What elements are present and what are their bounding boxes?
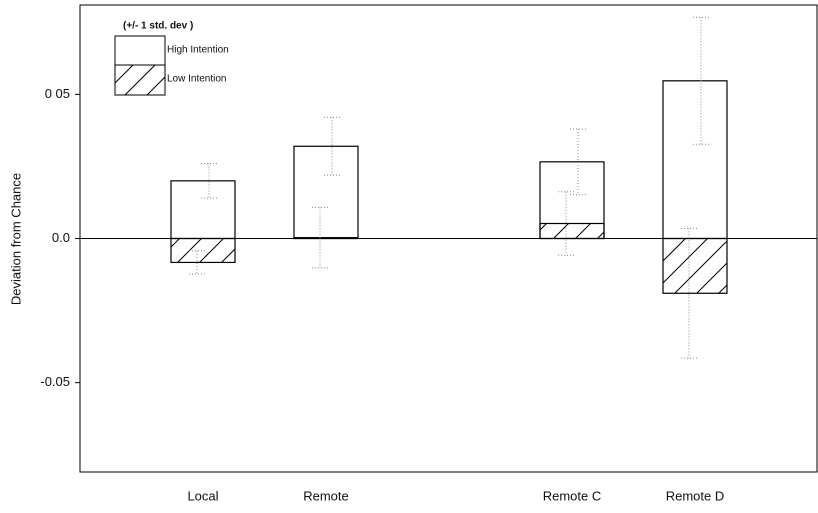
error-bar [312, 206, 328, 269]
legend-title: (+/- 1 std. dev ) [123, 21, 193, 32]
bar [293, 237, 359, 240]
bar [539, 222, 605, 240]
legend-label: High Intention [167, 45, 229, 56]
y-tick-label: 0 05 [45, 86, 70, 101]
error-bar [693, 16, 709, 145]
error-bar [681, 227, 697, 359]
bar [293, 145, 359, 240]
error-bar [189, 250, 205, 275]
x-tick-label: Remote D [666, 488, 725, 503]
bar [170, 180, 236, 240]
bar [170, 237, 236, 264]
bar [662, 80, 728, 240]
legend-label: Low Intention [167, 74, 227, 85]
y-tick-label: 0.0 [52, 230, 70, 245]
x-tick-label: Local [187, 488, 218, 503]
y-axis-label: Deviation from Chance [8, 173, 23, 305]
x-tick-label: Remote C [543, 488, 602, 503]
legend: (+/- 1 std. dev ) High Intention Low Int… [114, 21, 229, 96]
error-bar [570, 128, 586, 196]
legend-swatch [114, 35, 166, 66]
legend-swatch [114, 64, 166, 96]
x-tick-label: Remote [303, 488, 349, 503]
y-tick-label: -0.05 [40, 374, 70, 389]
bar [662, 237, 728, 294]
error-bar [324, 116, 340, 176]
error-bar [558, 191, 574, 256]
